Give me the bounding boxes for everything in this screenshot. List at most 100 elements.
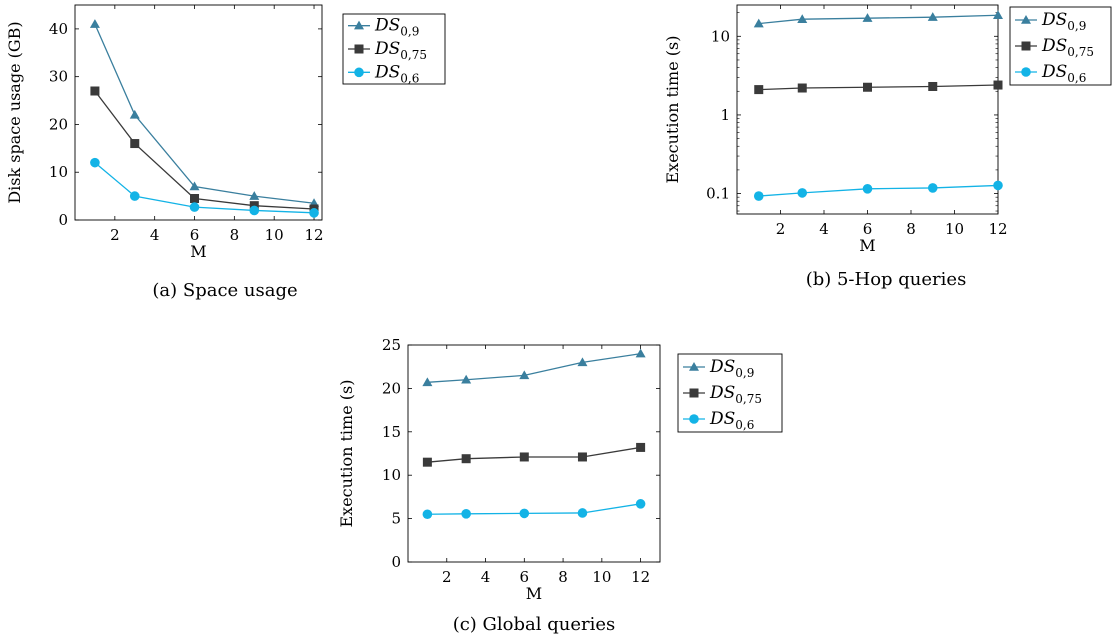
series-line bbox=[758, 14, 999, 25]
y-tick-label: 25 bbox=[382, 336, 401, 354]
data-point bbox=[636, 442, 646, 452]
plot-frame bbox=[74, 4, 323, 221]
data-point bbox=[577, 508, 588, 518]
x-tick-label: 10 bbox=[945, 220, 964, 238]
data-point bbox=[753, 191, 764, 201]
legend-subscript: 0,6 bbox=[1067, 71, 1086, 85]
y-tick-label: 0 bbox=[391, 553, 401, 571]
series-ds06 bbox=[753, 180, 1003, 201]
legend-marker bbox=[354, 44, 364, 54]
x-tick-label: 2 bbox=[442, 568, 452, 586]
chart-caption: (a) Space usage bbox=[152, 280, 297, 301]
x-axis-title: M bbox=[859, 236, 875, 255]
data-point bbox=[129, 191, 140, 201]
series-ds09 bbox=[422, 348, 646, 387]
data-point bbox=[993, 180, 1003, 191]
x-tick-label: 4 bbox=[481, 568, 491, 586]
data-point bbox=[309, 208, 319, 218]
legend-marker bbox=[1021, 67, 1031, 77]
data-point bbox=[90, 86, 100, 96]
legend-marker bbox=[354, 67, 364, 78]
data-point bbox=[863, 82, 872, 92]
data-point bbox=[249, 191, 260, 200]
data-point bbox=[190, 194, 200, 203]
legend-marker bbox=[689, 414, 699, 424]
data-point bbox=[797, 188, 808, 198]
series-line bbox=[94, 90, 315, 210]
data-point bbox=[993, 80, 1003, 90]
y-axis-title: Execution time (s) bbox=[663, 36, 682, 184]
x-tick-label: 6 bbox=[863, 220, 873, 238]
legend-subscript: 0,75 bbox=[735, 392, 762, 406]
data-point bbox=[89, 19, 100, 28]
data-point bbox=[754, 85, 764, 95]
data-point bbox=[753, 18, 764, 28]
series-ds09 bbox=[89, 19, 320, 208]
y-tick-label: 15 bbox=[382, 423, 401, 441]
y-tick-label: 10 bbox=[711, 27, 730, 45]
legend-marker bbox=[354, 20, 364, 30]
data-point bbox=[461, 374, 472, 384]
data-point bbox=[422, 377, 433, 387]
data-point bbox=[993, 10, 1003, 20]
data-point bbox=[635, 499, 646, 509]
y-axis-title: Execution time (s) bbox=[337, 380, 356, 528]
legend-subscript: 0,6 bbox=[400, 71, 419, 85]
legend-subscript: 0,75 bbox=[1067, 45, 1094, 59]
legend-marker bbox=[689, 362, 699, 371]
y-tick-label: 1 bbox=[720, 106, 730, 124]
data-point bbox=[927, 12, 938, 21]
series-line bbox=[427, 353, 641, 383]
plot-frame bbox=[736, 4, 999, 215]
series-ds075 bbox=[422, 442, 646, 467]
data-point bbox=[797, 83, 807, 93]
data-point bbox=[519, 452, 529, 462]
x-tick-label: 4 bbox=[819, 220, 829, 238]
chart-c: 2 4 6 8 10 12 0 5 10 15 20 25 M Execution time (s) DS0… bbox=[337, 336, 783, 635]
data-point bbox=[129, 109, 140, 119]
x-tick-label: 12 bbox=[988, 220, 1007, 238]
y-tick-label: 20 bbox=[49, 115, 68, 133]
series-line bbox=[94, 23, 315, 204]
legend-marker bbox=[689, 388, 699, 398]
data-point bbox=[577, 452, 587, 462]
data-point bbox=[130, 139, 140, 149]
series-line bbox=[758, 84, 999, 91]
y-tick-label: 40 bbox=[49, 20, 68, 38]
chart-caption: (c) Global queries bbox=[453, 614, 616, 635]
x-tick-label: 12 bbox=[631, 568, 650, 586]
data-point bbox=[519, 508, 530, 519]
series-line bbox=[758, 184, 999, 197]
series-ds075 bbox=[754, 80, 1003, 95]
x-tick-label: 4 bbox=[150, 226, 160, 244]
series-line bbox=[427, 446, 641, 463]
x-axis-title: M bbox=[190, 242, 206, 261]
legend-subscript: 0,9 bbox=[735, 366, 754, 380]
data-point bbox=[797, 14, 808, 23]
y-tick-label: 5 bbox=[391, 510, 401, 528]
x-tick-label: 2 bbox=[776, 220, 786, 238]
y-tick-label: 10 bbox=[49, 163, 68, 181]
data-point bbox=[862, 13, 873, 22]
data-point bbox=[90, 157, 100, 168]
data-point bbox=[189, 181, 200, 191]
plot-frame bbox=[407, 344, 661, 563]
x-tick-label: 10 bbox=[265, 226, 284, 244]
y-tick-label: 0.1 bbox=[706, 185, 730, 203]
x-tick-label: 10 bbox=[592, 568, 611, 586]
legend-subscript: 0,9 bbox=[1067, 19, 1086, 33]
legend-subscript: 0,9 bbox=[400, 25, 419, 39]
y-tick-label: 0 bbox=[58, 211, 68, 229]
data-point bbox=[635, 348, 646, 358]
y-tick-label: 10 bbox=[382, 466, 401, 484]
x-tick-label: 2 bbox=[110, 226, 120, 244]
data-point bbox=[862, 184, 873, 194]
x-tick-label: 8 bbox=[558, 568, 568, 586]
data-point bbox=[249, 205, 260, 216]
data-point bbox=[461, 509, 471, 519]
y-tick-label: 30 bbox=[49, 68, 68, 86]
